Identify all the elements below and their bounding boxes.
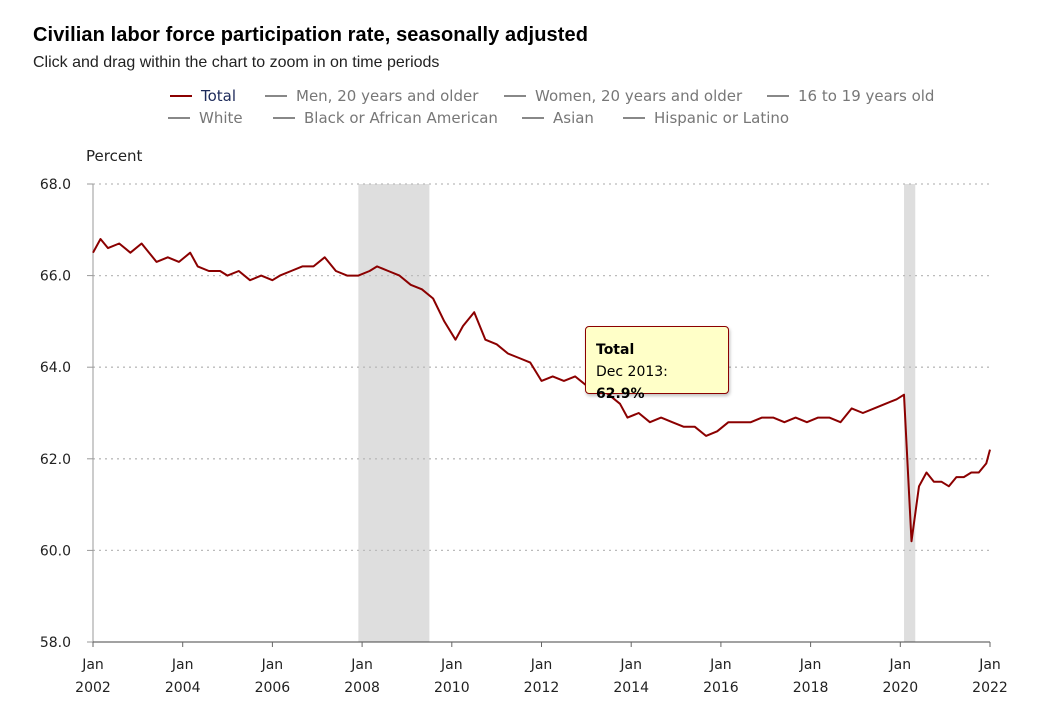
x-tick-label: Jan bbox=[81, 657, 104, 673]
tooltip-value: 62.9% bbox=[596, 386, 645, 402]
legend-item-asian[interactable]: Asian bbox=[522, 109, 594, 127]
x-tick-label: Jan bbox=[619, 657, 642, 673]
x-tick-label: 2006 bbox=[255, 680, 291, 696]
tooltip-body: Dec 2013: 62.9% bbox=[596, 361, 718, 405]
legend-swatch bbox=[522, 117, 544, 119]
x-tick-label: 2020 bbox=[882, 680, 918, 696]
legend-item-women-20[interactable]: Women, 20 years and older bbox=[504, 87, 742, 105]
legend-label: White bbox=[199, 109, 243, 127]
legend-label: Black or African American bbox=[304, 109, 498, 127]
legend-label: Total bbox=[201, 87, 237, 105]
x-tick-label: Jan bbox=[171, 657, 194, 673]
chart-title: Civilian labor force participation rate,… bbox=[33, 24, 589, 46]
legend-label: Women, 20 years and older bbox=[535, 87, 743, 105]
legend-label: 16 to 19 years old bbox=[798, 87, 935, 105]
legend-swatch bbox=[504, 95, 526, 97]
x-tick-label: Jan bbox=[440, 657, 463, 673]
tooltip-date: Dec 2013: bbox=[596, 364, 668, 380]
legend-swatch bbox=[170, 95, 192, 97]
legend-label: Hispanic or Latino bbox=[654, 109, 790, 127]
recession-band bbox=[904, 184, 916, 642]
x-tick-label: Jan bbox=[530, 657, 553, 673]
legend-item-16-19[interactable]: 16 to 19 years old bbox=[767, 87, 934, 105]
x-tick-label: 2002 bbox=[75, 680, 111, 696]
x-tick-label: 2004 bbox=[165, 680, 201, 696]
y-axis-label: Percent bbox=[86, 147, 143, 165]
tooltip-title: Total bbox=[596, 342, 635, 358]
legend-swatch bbox=[265, 95, 287, 97]
legend-row-1: Total Men, 20 years and older Women, 20 … bbox=[160, 87, 960, 109]
chart-subtitle: Click and drag within the chart to zoom … bbox=[33, 54, 440, 71]
y-tick-label: 68.0 bbox=[40, 177, 71, 193]
x-tick-label: 2016 bbox=[703, 680, 739, 696]
y-tick-label: 58.0 bbox=[40, 635, 71, 651]
y-tick-label: 62.0 bbox=[40, 452, 71, 468]
x-tick-label: 2008 bbox=[344, 680, 380, 696]
x-tick-label: Jan bbox=[261, 657, 284, 673]
x-tick-label: 2012 bbox=[524, 680, 560, 696]
x-tick-label: 2014 bbox=[613, 680, 649, 696]
legend-label: Men, 20 years and older bbox=[296, 87, 479, 105]
legend-swatch bbox=[168, 117, 190, 119]
legend-item-black[interactable]: Black or African American bbox=[273, 109, 498, 127]
legend-item-men-20[interactable]: Men, 20 years and older bbox=[265, 87, 478, 105]
x-tick-label: Jan bbox=[978, 657, 1001, 673]
x-tick-label: 2018 bbox=[793, 680, 829, 696]
x-tick-label: 2022 bbox=[972, 680, 1008, 696]
x-tick-label: Jan bbox=[709, 657, 732, 673]
legend-swatch bbox=[623, 117, 645, 119]
tooltip: Total Dec 2013: 62.9% bbox=[585, 326, 729, 402]
x-tick-label: Jan bbox=[799, 657, 822, 673]
legend-item-total[interactable]: Total bbox=[170, 87, 236, 105]
legend-item-white[interactable]: White bbox=[168, 109, 243, 127]
x-tick-label: Jan bbox=[350, 657, 373, 673]
legend-row-2: White Black or African American Asian Hi… bbox=[160, 109, 960, 131]
y-tick-label: 60.0 bbox=[40, 543, 71, 559]
x-tick-label: 2010 bbox=[434, 680, 470, 696]
series-line-total bbox=[92, 238, 991, 543]
y-tick-label: 64.0 bbox=[40, 360, 71, 376]
y-tick-label: 66.0 bbox=[40, 269, 71, 285]
legend-item-hispanic[interactable]: Hispanic or Latino bbox=[623, 109, 789, 127]
legend: Total Men, 20 years and older Women, 20 … bbox=[160, 87, 960, 131]
legend-swatch bbox=[767, 95, 789, 97]
legend-swatch bbox=[273, 117, 295, 119]
recession-band bbox=[358, 184, 430, 642]
x-tick-label: Jan bbox=[889, 657, 912, 673]
legend-label: Asian bbox=[553, 109, 594, 127]
